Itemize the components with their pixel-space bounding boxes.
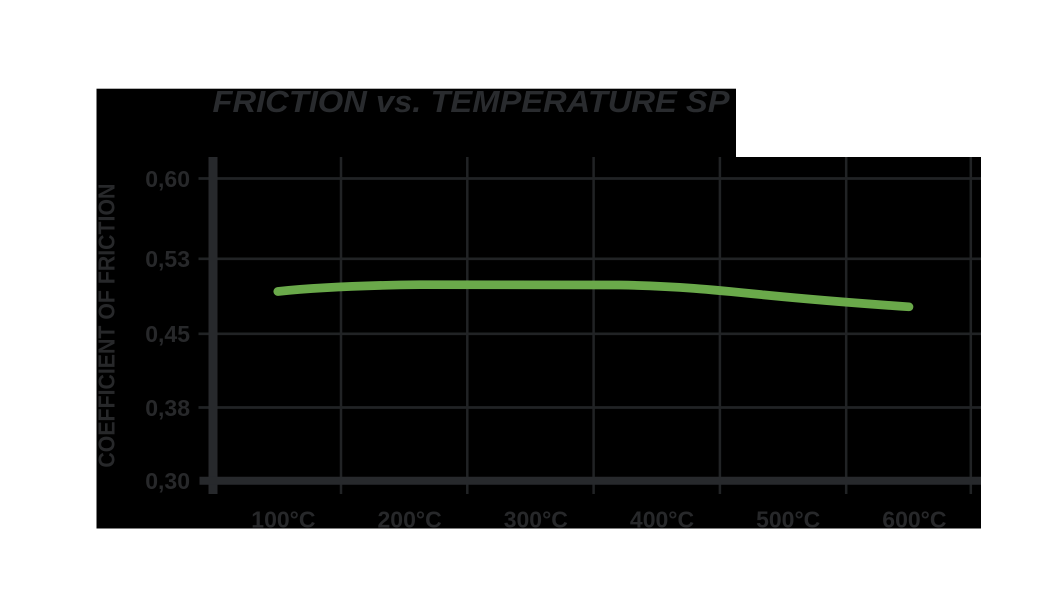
svg-text:300°C: 300°C bbox=[504, 507, 568, 533]
svg-text:400°C: 400°C bbox=[630, 507, 694, 533]
svg-text:200°C: 200°C bbox=[378, 507, 442, 533]
svg-text:0,38: 0,38 bbox=[145, 395, 190, 421]
svg-text:600°C: 600°C bbox=[882, 507, 946, 533]
svg-text:0,30: 0,30 bbox=[145, 468, 190, 494]
svg-text:FRICTION vs. TEMPERATURE SP: FRICTION vs. TEMPERATURE SP bbox=[213, 84, 730, 119]
svg-text:COEFFICIENT OF FRICTION: COEFFICIENT OF FRICTION bbox=[93, 184, 119, 468]
svg-text:500°C: 500°C bbox=[756, 507, 820, 533]
svg-text:0,60: 0,60 bbox=[145, 166, 190, 192]
svg-text:0,53: 0,53 bbox=[145, 246, 190, 272]
svg-text:0,45: 0,45 bbox=[145, 321, 190, 347]
svg-text:100°C: 100°C bbox=[251, 507, 315, 533]
